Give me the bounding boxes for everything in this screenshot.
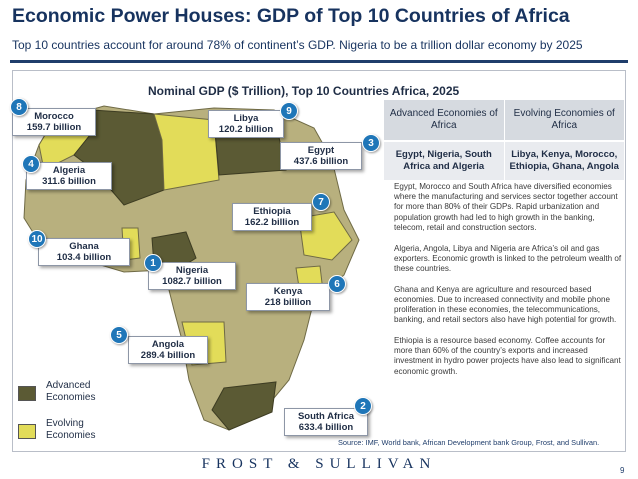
country-name: Ethiopia <box>253 206 291 217</box>
country-gdp: 103.4 billion <box>56 252 112 263</box>
label-ghana: Ghana 103.4 billion <box>38 238 130 266</box>
country-name: Kenya <box>273 286 303 297</box>
country-name: Nigeria <box>175 265 209 276</box>
note-paragraph: Egypt, Morocco and South Africa have div… <box>394 182 618 232</box>
header-advanced: Advanced Economies of Africa <box>384 100 505 140</box>
rank-badge-libya: 9 <box>280 102 298 120</box>
country-name: Libya <box>233 113 259 124</box>
country-gdp: 289.4 billion <box>140 350 196 361</box>
label-algeria: Algeria 311.6 billion <box>26 162 112 190</box>
label-kenya: Kenya 218 billion <box>246 283 330 311</box>
legend-advanced-label: Advanced Economies <box>46 380 96 403</box>
slide-title: Economic Power Houses: GDP of Top 10 Cou… <box>12 5 570 27</box>
country-name: Ghana <box>69 241 99 252</box>
country-gdp: 311.6 billion <box>42 176 96 187</box>
rank-badge-nigeria: 1 <box>144 254 162 272</box>
rank-badge-egypt: 3 <box>362 134 380 152</box>
rank-badge-ethiopia: 7 <box>312 193 330 211</box>
advanced-swatch-icon <box>18 386 36 401</box>
rank-badge-morocco: 8 <box>10 98 28 116</box>
title-divider <box>10 60 628 63</box>
country-gdp: 120.2 billion <box>218 124 274 135</box>
libya-region <box>153 113 220 191</box>
label-ethiopia: Ethiopia 162.2 billion <box>232 203 312 231</box>
slide-subtitle: Top 10 countries account for around 78% … <box>12 38 583 52</box>
commentary: Egypt, Morocco and South Africa have div… <box>394 182 624 387</box>
note-paragraph: Ethiopia is a resource based economy. Co… <box>394 335 621 376</box>
ethiopia-region <box>298 211 353 261</box>
label-nigeria: Nigeria 1082.7 billion <box>148 262 236 290</box>
source-note: Source: IMF, World bank, African Develop… <box>338 438 600 447</box>
country-gdp: 633.4 billion <box>298 422 354 433</box>
rank-badge-south-africa: 2 <box>354 397 372 415</box>
country-name: Morocco <box>34 111 74 122</box>
legend-evolving-label: Evolving Economies <box>46 418 96 441</box>
country-gdp: 218 billion <box>264 297 312 308</box>
label-angola: Angola 289.4 billion <box>128 336 208 364</box>
country-gdp: 159.7 billion <box>26 122 82 133</box>
rank-badge-ghana: 10 <box>28 230 46 248</box>
cell-evolving: Libya, Kenya, Morocco, Ethiopia, Ghana, … <box>509 149 619 172</box>
brand-logo: FROST & SULLIVAN <box>201 456 437 472</box>
table-header: Advanced Economies of Africa Evolving Ec… <box>384 100 624 140</box>
south-africa-region <box>211 381 277 431</box>
note-paragraph: Ghana and Kenya are agriculture and reso… <box>394 284 617 325</box>
rank-badge-algeria: 4 <box>22 155 40 173</box>
rank-badge-kenya: 6 <box>328 275 346 293</box>
label-egypt: Egypt 437.6 billion <box>280 142 362 170</box>
note-paragraph: Algeria, Angola, Libya and Nigeria are A… <box>394 243 622 273</box>
table-row: Egypt, Nigeria, South Africa and Algeria… <box>384 140 624 180</box>
country-name: Egypt <box>307 145 335 156</box>
country-gdp: 437.6 billion <box>293 156 349 167</box>
label-libya: Libya 120.2 billion <box>208 110 284 138</box>
map-heading: Nominal GDP ($ Trillion), Top 10 Countri… <box>148 84 460 98</box>
country-gdp: 162.2 billion <box>244 217 300 228</box>
rank-badge-angola: 5 <box>110 326 128 344</box>
country-name: Algeria <box>52 165 86 176</box>
country-gdp: 1082.7 billion <box>162 276 222 287</box>
label-south-africa: South Africa 633.4 billion <box>284 408 368 436</box>
economy-classification-table: Advanced Economies of Africa Evolving Ec… <box>384 100 624 180</box>
cell-advanced: Egypt, Nigeria, South Africa and Algeria <box>384 142 505 180</box>
page-number: 9 <box>620 466 625 475</box>
country-name: Angola <box>151 339 185 350</box>
evolving-swatch-icon <box>18 424 36 439</box>
country-name: South Africa <box>297 411 355 422</box>
header-evolving: Evolving Economies of Africa <box>513 108 615 131</box>
